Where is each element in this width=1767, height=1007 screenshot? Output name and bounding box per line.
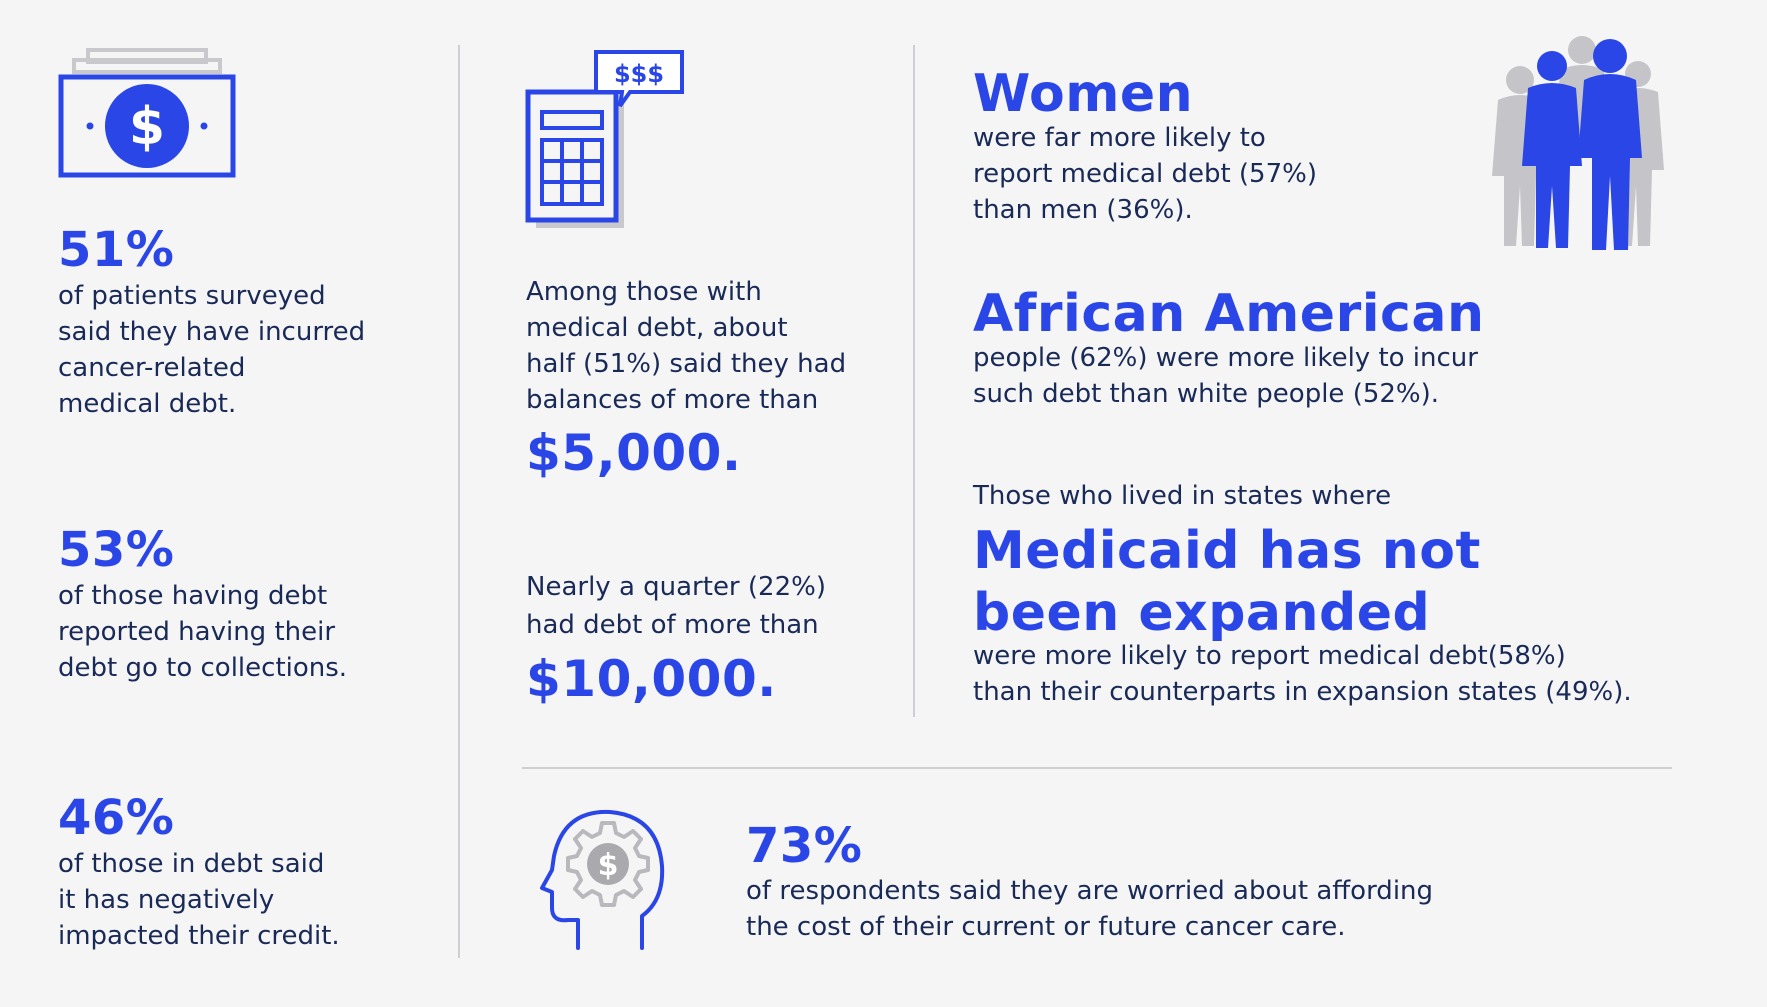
svg-text:$: $ bbox=[598, 848, 619, 883]
women-text: were far more likely to report medical d… bbox=[973, 123, 1317, 225]
stat-73-value: 73% bbox=[746, 818, 863, 874]
divider-left bbox=[458, 45, 460, 958]
stat-10000-value: $10,000. bbox=[526, 650, 777, 708]
medicaid-text: were more likely to report medical debt(… bbox=[973, 641, 1632, 707]
svg-text:$: $ bbox=[129, 97, 165, 157]
divider-right bbox=[913, 45, 915, 717]
stat-5000-text: Among those with medical debt, about hal… bbox=[526, 277, 847, 415]
people-group-icon bbox=[1492, 36, 1664, 250]
african-american-text: people (62%) were more likely to incur s… bbox=[973, 343, 1478, 409]
stat-51-text: of patients surveyed said they have incu… bbox=[58, 281, 366, 419]
african-american-title: African American bbox=[973, 284, 1485, 344]
calc-bubble-text: $$$ bbox=[614, 60, 664, 88]
head-gear-dollar-icon: $ bbox=[540, 809, 665, 950]
stat-10000-text: Nearly a quarter (22%) had debt of more … bbox=[526, 572, 826, 640]
women-title: Women bbox=[973, 64, 1194, 124]
stat-73-text: of respondents said they are worried abo… bbox=[746, 876, 1434, 942]
money-bill-icon: $ bbox=[58, 48, 236, 178]
stat-46-text: of those in debt said it has negatively … bbox=[58, 849, 340, 951]
stat-53-text: of those having debt reported having the… bbox=[58, 581, 348, 683]
stat-5000-value: $5,000. bbox=[526, 424, 742, 482]
medicaid-title: Medicaid has not been expanded bbox=[973, 521, 1481, 643]
divider-bottom bbox=[522, 767, 1672, 769]
stat-53-value: 53% bbox=[58, 522, 175, 578]
stat-46-value: 46% bbox=[58, 790, 175, 846]
medicaid-intro: Those who lived in states where bbox=[973, 481, 1392, 511]
stat-51-value: 51% bbox=[58, 222, 175, 278]
calculator-icon: $$$ bbox=[525, 50, 684, 228]
